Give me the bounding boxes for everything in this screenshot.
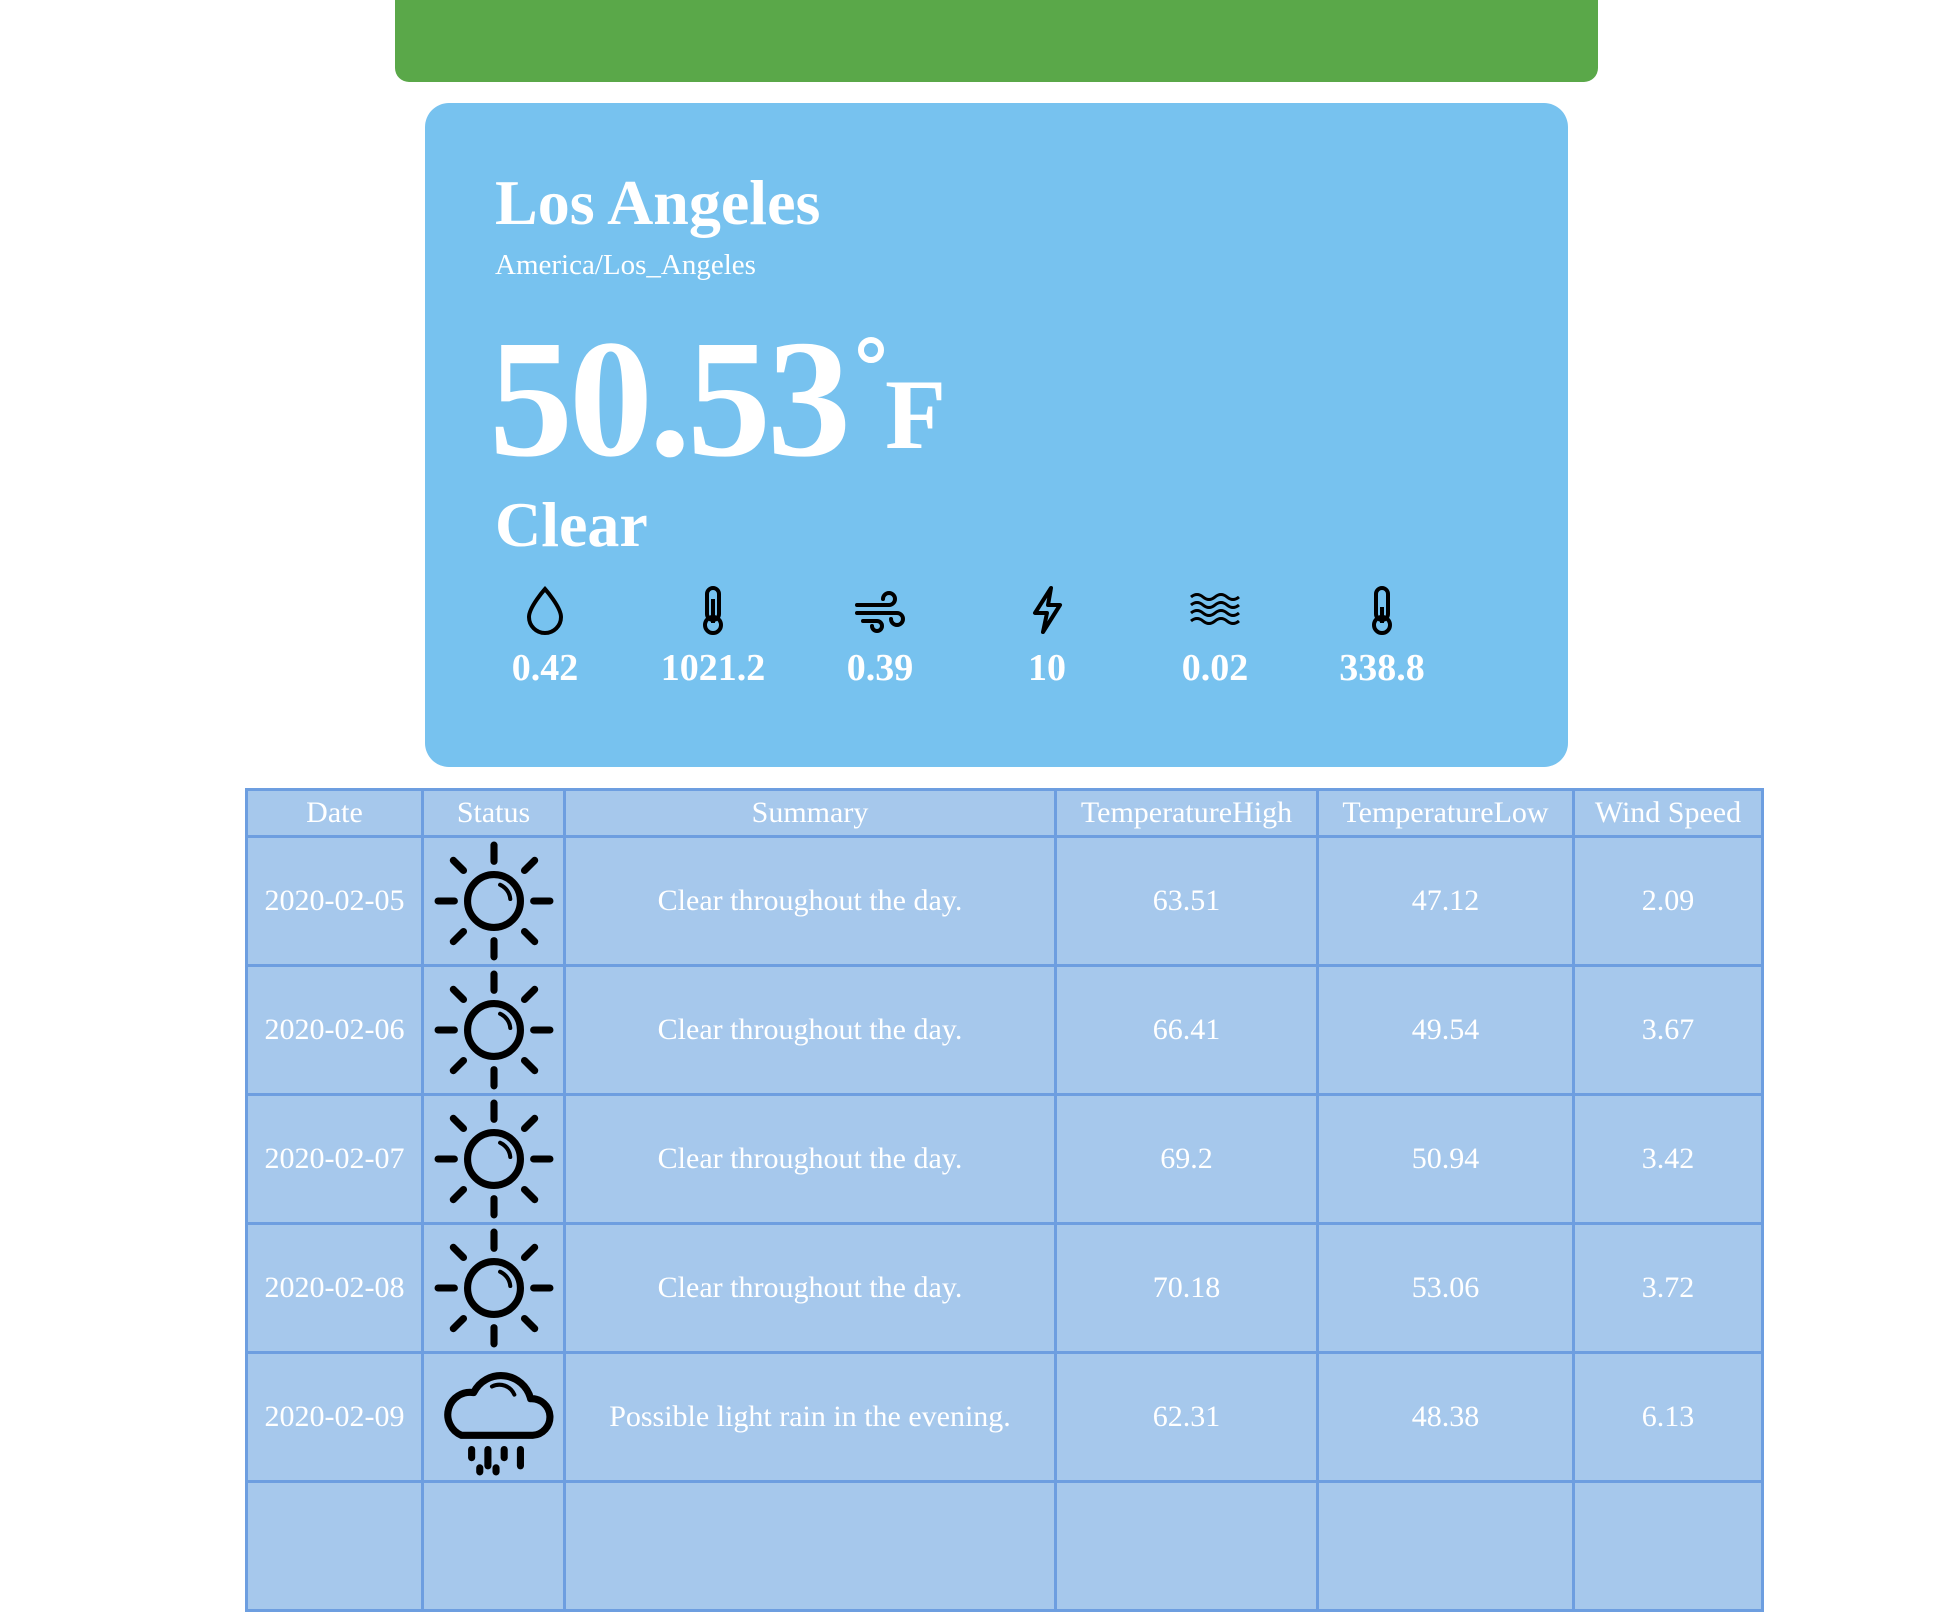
- table-header-row: Date Status Summary TemperatureHigh Temp…: [245, 788, 1764, 838]
- temperature-high-cell: 66.41: [1054, 964, 1319, 1096]
- rain-cloud-icon: [433, 1356, 555, 1478]
- status-cell: [421, 1222, 566, 1354]
- table-row: 2020-02-06 Clear throughout the day. 66.…: [245, 964, 1764, 1096]
- stat-humidity: 0.42: [475, 585, 615, 687]
- forecast-table: Date Status Summary TemperatureHigh Temp…: [245, 788, 1764, 1612]
- column-header-date[interactable]: Date: [245, 788, 424, 838]
- summary-cell: Clear throughout the day.: [563, 964, 1057, 1096]
- summary-cell: Clear throughout the day.: [563, 1093, 1057, 1225]
- sun-icon: [433, 969, 555, 1091]
- current-temperature: 50.53: [489, 306, 851, 492]
- table-row: [245, 1480, 1764, 1612]
- temperature-high-cell: 70.18: [1054, 1222, 1319, 1354]
- stat-value: 1021.2: [660, 647, 766, 689]
- status-cell: [421, 835, 566, 967]
- status-cell: [421, 964, 566, 1096]
- stat-pressure: 1021.2: [643, 585, 783, 687]
- stat-value: 0.39: [846, 647, 914, 689]
- temperature-low-cell: 49.54: [1316, 964, 1575, 1096]
- timezone: America/Los_Angeles: [495, 249, 756, 281]
- wind-icon: [810, 585, 950, 635]
- stat-value: 0.02: [1181, 647, 1249, 689]
- humidity-drop-icon: [475, 585, 615, 635]
- date-cell: 2020-02-06: [245, 964, 424, 1096]
- table-row: 2020-02-07 Clear throughout the day. 69.…: [245, 1093, 1764, 1225]
- temperature-unit: F: [885, 359, 947, 470]
- date-cell: [245, 1480, 424, 1612]
- date-cell: 2020-02-09: [245, 1351, 424, 1483]
- temperature-high-cell: 69.2: [1054, 1093, 1319, 1225]
- summary-cell: Clear throughout the day.: [563, 1222, 1057, 1354]
- thermometer-icon: [1312, 585, 1452, 635]
- degree-symbol: [858, 337, 884, 363]
- temperature-low-cell: [1316, 1480, 1575, 1612]
- wind-speed-cell: 3.72: [1572, 1222, 1764, 1354]
- temperature-high-cell: 63.51: [1054, 835, 1319, 967]
- sun-icon: [433, 1098, 555, 1220]
- stat-wind: 0.39: [810, 585, 950, 687]
- column-header-temperature-high[interactable]: TemperatureHigh: [1054, 788, 1319, 838]
- pressure-thermometer-icon: [643, 585, 783, 635]
- column-header-summary[interactable]: Summary: [563, 788, 1057, 838]
- sun-icon: [433, 1227, 555, 1349]
- wind-speed-cell: [1572, 1480, 1764, 1612]
- current-weather-card: Los Angeles America/Los_Angeles 50.53 F …: [425, 103, 1568, 767]
- header-bar: [395, 0, 1598, 82]
- wind-speed-cell: 3.67: [1572, 964, 1764, 1096]
- table-row: 2020-02-05 Clear throughout the day. 63.…: [245, 835, 1764, 967]
- wind-speed-cell: 2.09: [1572, 835, 1764, 967]
- status-cell: [421, 1480, 566, 1612]
- temperature-low-cell: 50.94: [1316, 1093, 1575, 1225]
- wind-speed-cell: 3.42: [1572, 1093, 1764, 1225]
- stat-lightning: 10: [977, 585, 1117, 687]
- column-header-wind-speed[interactable]: Wind Speed: [1572, 788, 1764, 838]
- temperature-high-cell: 62.31: [1054, 1351, 1319, 1483]
- wind-speed-cell: 6.13: [1572, 1351, 1764, 1483]
- date-cell: 2020-02-07: [245, 1093, 424, 1225]
- city-name: Los Angeles: [495, 167, 821, 238]
- stat-value: 10: [1028, 647, 1066, 689]
- status-cell: [421, 1093, 566, 1225]
- date-cell: 2020-02-05: [245, 835, 424, 967]
- column-header-temperature-low[interactable]: TemperatureLow: [1316, 788, 1575, 838]
- table-row: 2020-02-09 Possible light rain in the ev…: [245, 1351, 1764, 1483]
- stat-temperature: 338.8: [1312, 585, 1452, 687]
- temperature-low-cell: 48.38: [1316, 1351, 1575, 1483]
- summary-cell: Clear throughout the day.: [563, 835, 1057, 967]
- date-cell: 2020-02-08: [245, 1222, 424, 1354]
- temperature-low-cell: 53.06: [1316, 1222, 1575, 1354]
- temperature-high-cell: [1054, 1480, 1319, 1612]
- current-condition: Clear: [495, 489, 648, 560]
- temperature-low-cell: 47.12: [1316, 835, 1575, 967]
- sun-icon: [433, 840, 555, 962]
- summary-cell: [563, 1480, 1057, 1612]
- column-header-status[interactable]: Status: [421, 788, 566, 838]
- stat-value: 0.42: [511, 647, 579, 689]
- summary-cell: Possible light rain in the evening.: [563, 1351, 1057, 1483]
- stat-value: 338.8: [1339, 647, 1425, 689]
- waves-icon: [1145, 585, 1285, 635]
- status-cell: [421, 1351, 566, 1483]
- table-row: 2020-02-08 Clear throughout the day. 70.…: [245, 1222, 1764, 1354]
- stat-waves: 0.02: [1145, 585, 1285, 687]
- lightning-icon: [977, 585, 1117, 635]
